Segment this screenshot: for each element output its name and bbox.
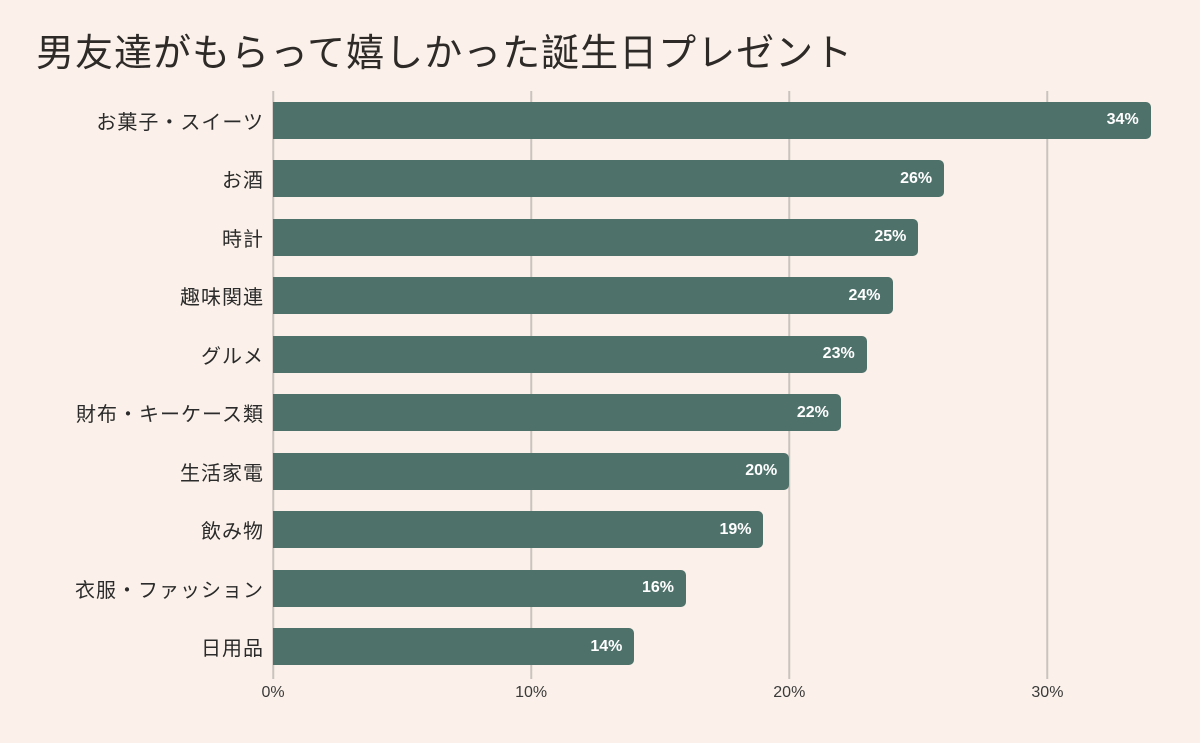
bar: 24% [273,277,893,315]
chart-row: グルメ 23% [0,325,1200,384]
value-label: 26% [900,169,933,187]
chart-title: 男友達がもらって嬉しかった誕生日プレゼント [36,33,854,75]
bar-track: 26% [273,160,1161,198]
bar-chart: お菓子・スイーツ 34% お酒 26% 時計 25% 趣味関連 24% グルメ 23% 財布・キーケ… [0,91,1200,679]
bar-track: 22% [273,394,1161,432]
category-label: 趣味関連 [180,287,264,310]
chart-row: 生活家電 20% [0,442,1200,501]
value-label: 22% [796,403,829,421]
bar-track: 14% [273,628,1161,666]
value-label: 16% [641,579,675,597]
bar: 34% [273,101,1151,139]
bar-track: 25% [273,218,1161,256]
value-label: 20% [745,462,778,480]
gridline [788,91,791,679]
bar: 22% [273,394,841,432]
x-axis: 0% 10% 20% 30% [261,682,1161,708]
category-label: 生活家電 [180,462,264,485]
bar: 26% [273,160,945,198]
bar-track: 34% [273,101,1161,139]
value-label: 24% [848,286,881,304]
category-label: 時計 [222,228,264,251]
category-label: 財布・キーケース類 [76,404,264,427]
chart-row: 時計 25% [0,208,1200,267]
category-label: グルメ [201,345,264,368]
value-label: 23% [822,345,855,363]
value-label: 19% [719,520,752,538]
gridline [1046,91,1049,679]
chart-row: お菓子・スイーツ 34% [0,91,1200,150]
value-label: 34% [1106,111,1139,129]
x-axis-tick-label: 10% [515,684,548,701]
bar-track: 20% [273,452,1161,490]
chart-rows: お菓子・スイーツ 34% お酒 26% 時計 25% 趣味関連 24% グルメ 23% 財布・キーケ… [0,91,1200,676]
value-label: 14% [590,637,623,655]
bar-track: 24% [273,277,1161,315]
value-label: 25% [874,228,907,246]
bar: 19% [273,511,764,549]
chart-row: 飲み物 19% [0,501,1200,560]
chart-row: 日用品 14% [0,618,1200,677]
category-label: お菓子・スイーツ [96,111,264,134]
chart-row: 衣服・ファッション 16% [0,559,1200,618]
x-axis-tick-label: 30% [1031,684,1064,701]
bar: 16% [273,569,687,607]
chart-row: お酒 26% [0,150,1200,209]
category-label: 日用品 [201,638,264,661]
gridline [272,91,274,679]
bar: 25% [273,218,919,256]
bar: 23% [273,335,867,373]
bar: 14% [273,628,635,666]
bar: 20% [273,452,790,490]
category-label: お酒 [222,170,264,193]
bar-track: 19% [273,511,1161,549]
gridlines [272,91,1161,679]
bar-track: 16% [273,569,1161,607]
chart-row: 趣味関連 24% [0,267,1200,326]
bar-track: 23% [273,335,1161,373]
chart-row: 財布・キーケース類 22% [0,384,1200,443]
gridline [530,91,532,679]
category-label: 衣服・ファッション [75,579,264,602]
x-axis-tick-label: 0% [261,684,285,701]
x-axis-tick-label: 20% [773,684,806,701]
category-label: 飲み物 [201,521,264,544]
